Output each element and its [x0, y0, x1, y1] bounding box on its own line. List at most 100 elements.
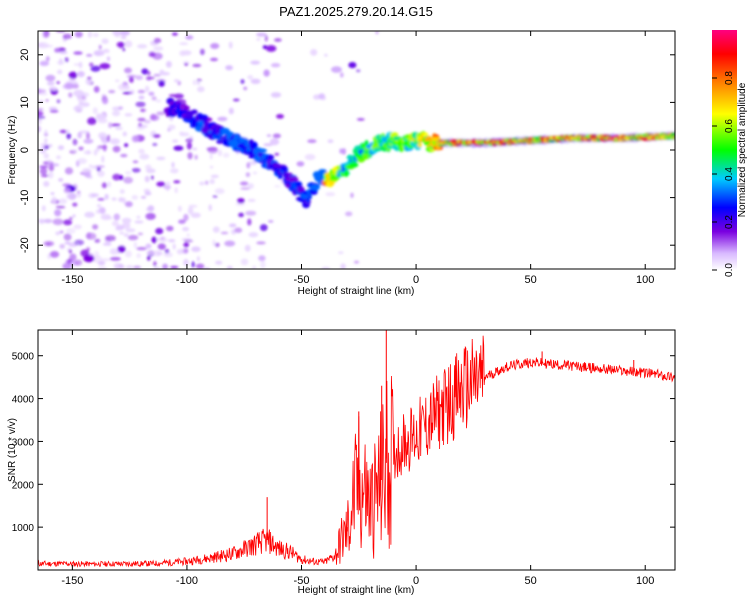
- spectrogram-noise-blob: [147, 255, 151, 261]
- snr-x-tick-label: 50: [525, 575, 537, 587]
- spectrogram-noise-blob: [112, 110, 121, 117]
- spectrogram-noise-blob: [87, 76, 92, 80]
- spectrogram-y-tick-label: 0: [19, 147, 31, 153]
- spectrogram-noise-blob: [38, 115, 46, 120]
- spectrogram-noise-blob: [184, 63, 189, 66]
- spectrogram-x-tick-label: 50: [525, 274, 537, 286]
- snr-plot-area: [38, 330, 675, 568]
- spectrogram-ridge-blob: [309, 191, 318, 195]
- spectrogram-noise-blob: [182, 226, 190, 232]
- spectrogram-noise-blob: [217, 149, 222, 157]
- spectrogram-noise-blob: [135, 101, 146, 108]
- spectrogram-noise-blob: [186, 233, 190, 237]
- spectrogram-noise-blob: [50, 192, 55, 195]
- spectrogram-x-tick-label: -50: [294, 274, 310, 286]
- spectrogram-noise-blob: [67, 258, 72, 264]
- spectrogram-noise-blob: [47, 143, 53, 148]
- spectrogram-noise-blob: [238, 212, 245, 218]
- spectrogram-noise-blob: [153, 266, 161, 269]
- spectrogram-noise-blob: [183, 213, 189, 222]
- spectrogram-noise-blob: [69, 253, 77, 261]
- spectrogram-noise-blob: [153, 250, 162, 257]
- spectrogram-noise-blob: [274, 38, 282, 42]
- spectrogram-y-tick-label: -20: [19, 237, 31, 253]
- colorbar-tick-label: 0.2: [724, 215, 735, 229]
- spectrogram-noise-blob: [82, 169, 87, 173]
- spectrogram-noise-blob: [156, 156, 166, 161]
- spectrogram-noise-blob: [118, 106, 124, 110]
- snr-y-tick-label: 4000: [12, 395, 35, 406]
- spectrogram-noise-blob: [86, 54, 93, 57]
- spectrogram-noise-blob: [177, 205, 182, 212]
- snr-y-tick-label: 2000: [12, 480, 35, 491]
- spectrogram-noise-blob: [110, 123, 121, 127]
- spectrogram-noise-blob: [304, 154, 316, 161]
- spectrogram-noise-blob: [184, 248, 189, 254]
- spectrogram-noise-blob: [339, 72, 344, 78]
- spectrogram-noise-blob: [64, 167, 74, 175]
- spectrogram-noise-blob: [92, 107, 98, 114]
- spectrogram-noise-blob: [127, 234, 139, 241]
- snr-x-tick-label: -150: [61, 575, 83, 587]
- spectrogram-noise-blob: [122, 197, 126, 204]
- spectrogram-noise-blob: [145, 243, 152, 249]
- spectrogram-x-tick-label: 0: [413, 274, 419, 286]
- spectrogram-noise-blob: [72, 149, 78, 153]
- spectrogram-noise-blob: [44, 129, 48, 135]
- spectrogram-noise-blob: [49, 251, 60, 258]
- spectrogram-noise-blob: [124, 113, 133, 117]
- spectrogram-noise-blob: [40, 143, 48, 147]
- spectrogram-noise-blob: [220, 231, 229, 235]
- spectrogram-noise-blob: [49, 109, 59, 113]
- spectrogram-noise-blob: [109, 138, 120, 145]
- spectrogram-noise-blob: [208, 204, 212, 212]
- spectrogram-noise-blob: [187, 152, 193, 160]
- spectrogram-noise-blob: [144, 85, 150, 93]
- spectrogram-noise-blob: [199, 181, 205, 186]
- spectrogram-noise-blob: [296, 161, 305, 167]
- spectrogram-noise-blob: [179, 42, 189, 46]
- spectrogram-noise-blob: [87, 117, 97, 125]
- spectrogram-noise-blob: [119, 231, 124, 235]
- spectrogram-noise-blob: [196, 256, 200, 262]
- spectrogram-noise-blob: [209, 153, 213, 160]
- spectrogram-noise-blob: [133, 265, 142, 269]
- spectrogram-noise-blob: [138, 95, 145, 100]
- spectrogram-noise-blob: [339, 148, 343, 154]
- spectrogram-noise-blob: [56, 60, 65, 66]
- spectrogram-noise-blob: [148, 52, 156, 57]
- spectrogram-noise-blob: [156, 237, 161, 242]
- spectrogram-noise-blob: [68, 249, 72, 254]
- spectrogram-noise-blob: [78, 101, 84, 106]
- spectrogram-noise-blob: [93, 50, 105, 57]
- snr-y-tick-label: 3000: [12, 437, 35, 448]
- spectrogram-noise-blob: [192, 79, 196, 86]
- spectrogram-noise-blob: [325, 192, 336, 197]
- spectrogram-halo-blob: [671, 131, 675, 141]
- spectrogram-noise-blob: [109, 248, 119, 255]
- spectrogram-noise-blob: [146, 250, 154, 256]
- spectrogram-noise-blob: [174, 187, 178, 194]
- spectrogram-noise-blob: [101, 94, 107, 98]
- spectrogram-noise-blob: [132, 160, 139, 164]
- snr-series-line: [38, 335, 675, 568]
- spectrogram-noise-blob: [120, 153, 128, 158]
- spectrogram-noise-blob: [62, 33, 72, 40]
- spectrogram-noise-blob: [318, 93, 326, 100]
- spectrogram-noise-blob: [178, 219, 186, 224]
- spectrogram-noise-blob: [105, 235, 116, 242]
- spectrogram-noise-blob: [126, 74, 138, 78]
- spectrogram-noise-blob: [232, 98, 240, 102]
- spectrogram-ridge-blob: [349, 162, 359, 168]
- spectrogram-noise-blob: [153, 261, 157, 267]
- spectrogram-noise-blob: [56, 81, 60, 84]
- spectrogram-noise-blob: [122, 131, 128, 137]
- spectrogram-y-axis: -20 -10 0 10 20: [19, 49, 675, 253]
- spectrogram-noise-blob: [68, 92, 73, 98]
- spectrogram-noise-blob: [59, 129, 68, 134]
- spectrogram-noise-blob: [356, 118, 365, 121]
- spectrogram-noise-blob: [138, 148, 145, 154]
- spectrogram-ridge-blob: [288, 176, 299, 183]
- spectrogram-noise-blob: [247, 218, 252, 226]
- spectrogram-noise-blob: [171, 32, 178, 36]
